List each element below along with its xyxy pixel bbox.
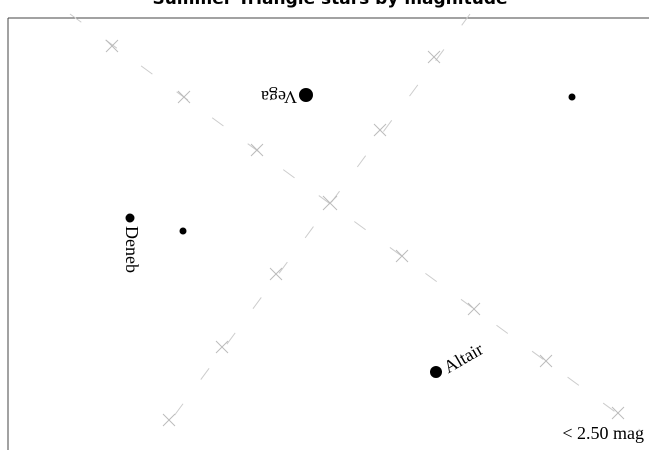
- star-dot: [568, 93, 576, 101]
- grid-line: [69, 13, 641, 431]
- grid-cross: [162, 413, 176, 427]
- grid-cross: [177, 90, 191, 104]
- grid-cross: [467, 302, 481, 316]
- star-label: Vega: [261, 87, 297, 107]
- grid-cross: [611, 406, 625, 420]
- grid-cross: [395, 249, 409, 263]
- star-dot: [125, 213, 135, 223]
- grid-cross: [427, 50, 441, 64]
- star-dot: [179, 227, 187, 235]
- star-dot: [299, 88, 313, 102]
- grid-cross: [269, 267, 283, 281]
- grid-cross: [250, 143, 264, 157]
- star-dot: [430, 366, 442, 378]
- grid-cross: [215, 340, 229, 354]
- star-label: Altair: [440, 339, 486, 377]
- map-title: Summer Triangle stars by magnitude: [152, 0, 507, 9]
- grid-cross: [105, 39, 119, 53]
- grid-cross: [373, 123, 387, 137]
- grid-crosses: [105, 39, 625, 427]
- legend: < 2.50 mag: [562, 423, 644, 443]
- grid-cross: [322, 195, 338, 211]
- grid-line: [159, 13, 471, 436]
- grid-cross: [539, 354, 553, 368]
- star-label: Deneb: [122, 226, 142, 273]
